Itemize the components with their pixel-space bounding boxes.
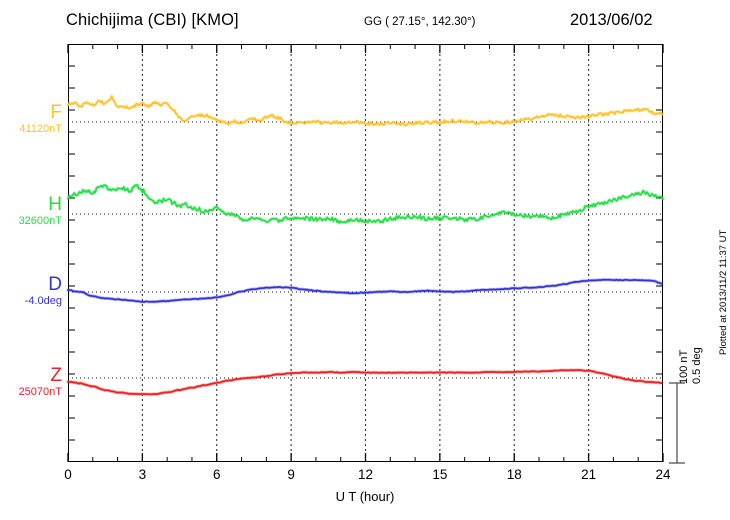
x-tick-label: 6: [212, 467, 221, 482]
plotted-timestamp: Plotted at 2013/11/2 11:37 UT: [718, 229, 729, 355]
component-label-d: D -4.0deg: [25, 275, 62, 308]
x-tick-label: 18: [506, 467, 522, 482]
page-title: Chichijima (CBI) [KMO]: [66, 11, 239, 29]
component-baseline-d: -4.0deg: [24, 295, 62, 307]
scale-bar-line1: 100 nT: [678, 349, 690, 384]
trace-d: [67, 278, 663, 303]
x-axis-title: U T (hour): [335, 489, 395, 504]
x-tick-label: 15: [432, 467, 448, 482]
component-baseline-z: 25070nT: [18, 386, 62, 398]
x-tick-label: 12: [357, 467, 374, 482]
component-label-z: Z 25070nT: [19, 366, 62, 399]
scale-bar: [666, 380, 688, 466]
trace-layer: [66, 94, 665, 396]
scale-bar-label: 100 nT 0.5 deg: [678, 304, 704, 384]
component-letter-h: H: [48, 194, 62, 215]
geographic-coordinates: GG ( 27.15°, 142.30°): [364, 16, 476, 28]
x-tick-label: 24: [655, 467, 671, 482]
component-letter-z: Z: [50, 365, 62, 386]
component-baseline-f: 41120nT: [19, 123, 62, 135]
x-tick-label: 21: [581, 467, 597, 482]
magnetogram-plot: [66, 44, 665, 462]
trace-f: [67, 95, 664, 127]
x-tick-label: 3: [138, 467, 147, 482]
trace-h: [67, 184, 664, 224]
component-letter-f: F: [50, 102, 62, 123]
trace-halo-z: [66, 368, 664, 396]
scale-bar-line2: 0.5 deg: [690, 347, 703, 384]
component-label-f: F 41120nT: [19, 103, 62, 136]
trace-z: [67, 369, 663, 396]
x-tick-label: 9: [287, 467, 295, 482]
observation-date: 2013/06/02: [570, 11, 653, 29]
trace-halo-h: [66, 183, 665, 225]
component-baseline-h: 32600nT: [18, 215, 62, 227]
trace-halo-f: [66, 94, 665, 127]
grid-layer: [67, 44, 664, 462]
x-tick-label: 0: [64, 467, 72, 482]
scale-bar-icon: [669, 382, 685, 464]
component-label-h: H 32600nT: [19, 195, 62, 228]
component-letter-d: D: [48, 274, 62, 295]
